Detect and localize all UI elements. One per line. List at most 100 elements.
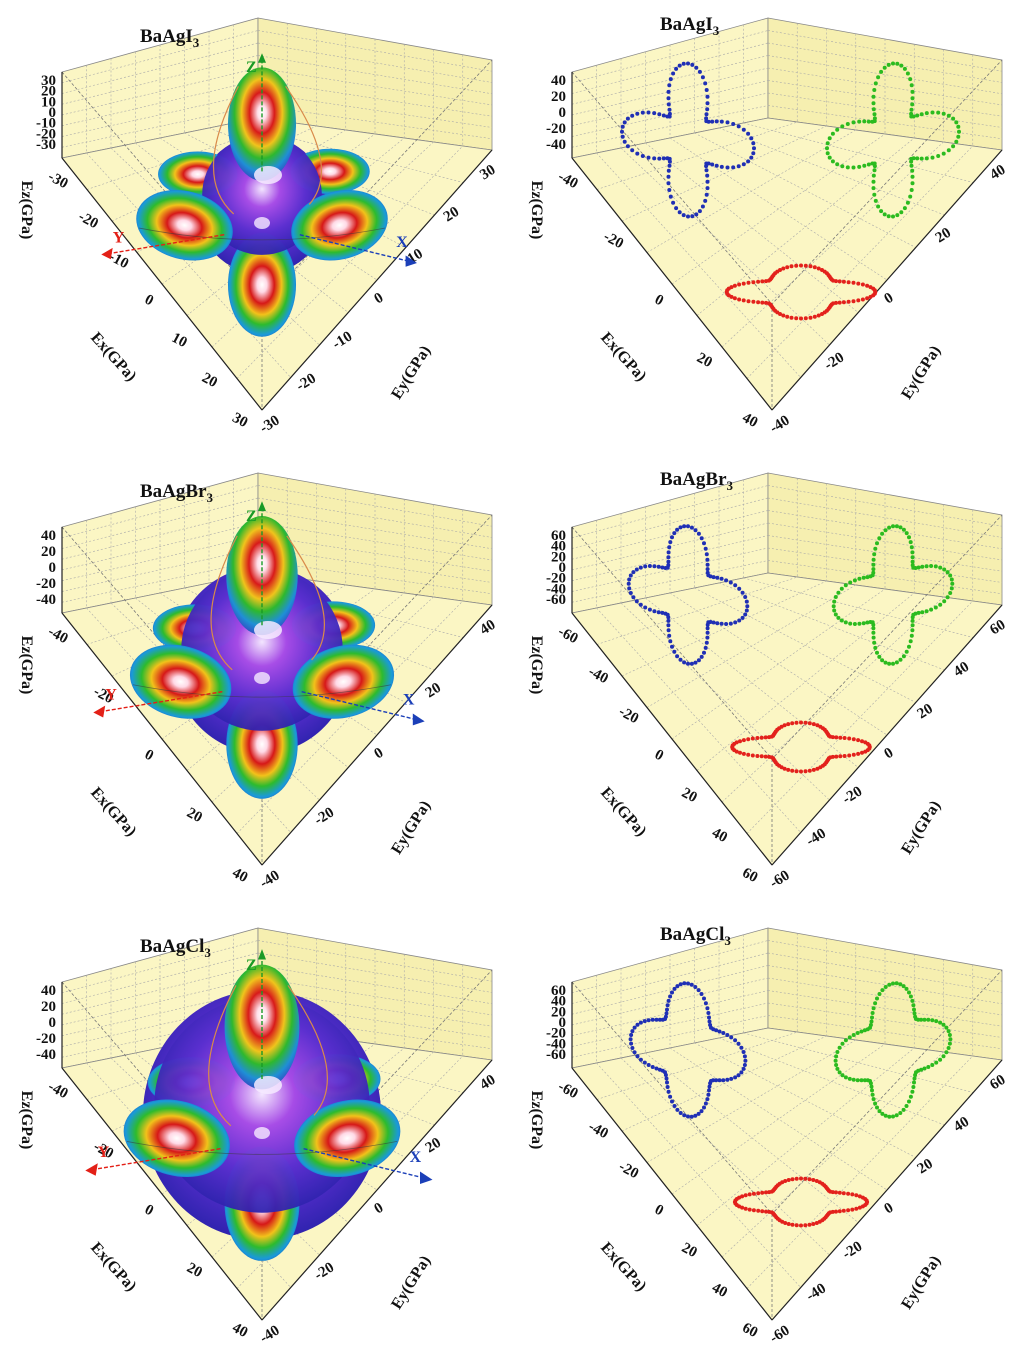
- z-tick-label: -60: [546, 592, 566, 608]
- xz-plane-point: [736, 1041, 741, 1046]
- grid-line: [743, 577, 974, 638]
- yz-plane-point: [902, 206, 907, 211]
- xy-plane-point: [834, 300, 838, 305]
- grid-line: [257, 80, 493, 117]
- xz-plane-point: [681, 61, 686, 66]
- xz-plane-point: [707, 1019, 712, 1024]
- xz-plane-point: [751, 141, 756, 146]
- yz-plane-point: [948, 573, 953, 578]
- xz-plane-point: [721, 1031, 726, 1035]
- yz-plane-point: [833, 612, 838, 617]
- yz-plane-point: [871, 179, 876, 184]
- yz-plane-point: [898, 982, 903, 987]
- grid: [571, 478, 1003, 834]
- yz-plane-point: [891, 214, 895, 219]
- z-arrow-label: Z: [246, 957, 257, 974]
- yz-plane-point: [904, 531, 909, 536]
- xz-plane-point: [638, 1057, 643, 1062]
- yz-plane-point: [910, 550, 915, 555]
- xy-plane-point: [811, 767, 816, 772]
- yz-plane-point: [883, 1113, 888, 1118]
- yz-plane-point: [882, 212, 887, 217]
- grid-line: [61, 560, 259, 603]
- grid-line: [257, 42, 493, 83]
- xz-plane-point: [705, 101, 710, 106]
- grid-line: [767, 522, 1003, 561]
- xz-plane-point: [675, 984, 680, 989]
- axis-arrows: [85, 949, 433, 1184]
- xy-plane-point: [750, 753, 755, 758]
- xy-plane-point: [830, 754, 835, 759]
- yz-plane-point: [910, 563, 915, 568]
- x-tick-label: -40: [45, 1079, 70, 1103]
- xz-plane-point: [714, 163, 719, 168]
- yz-plane-point: [909, 163, 914, 168]
- xy-plane-point: [789, 315, 794, 320]
- xz-plane-point: [677, 63, 682, 68]
- z-arrow-label: Z: [246, 508, 257, 525]
- z-tick-label: 20: [41, 544, 56, 560]
- xy-plane-point: [803, 263, 808, 268]
- yz-plane-point: [845, 122, 850, 126]
- yz-plane-point: [934, 1019, 939, 1024]
- yz-plane-point: [913, 1014, 918, 1019]
- yz-plane-point: [840, 1041, 845, 1046]
- xy-plane-point: [860, 282, 865, 287]
- xz-plane-point: [630, 1046, 635, 1050]
- xz-plane-point: [643, 605, 648, 610]
- x-tick-label: 40: [230, 865, 251, 886]
- y-tick-label: -10: [330, 329, 355, 353]
- xz-plane-point: [696, 531, 701, 536]
- xz-plane-point: [703, 1001, 708, 1006]
- grid-line: [767, 547, 1003, 583]
- yz-plane-point: [871, 630, 876, 635]
- surface-mesh-line: [208, 985, 237, 1127]
- xz-plane-point: [690, 214, 695, 219]
- yz-plane-point: [946, 148, 951, 153]
- yz-plane-point: [934, 1060, 939, 1065]
- yz-plane-point: [848, 621, 853, 626]
- xz-plane-point: [660, 610, 665, 615]
- grid-line: [571, 965, 769, 1015]
- grid-line: [61, 30, 259, 84]
- yz-plane-point: [904, 1104, 909, 1108]
- yz-plane-point: [908, 194, 913, 199]
- xy-plane-point: [842, 754, 847, 758]
- x-arrow-label: X: [396, 234, 408, 251]
- xz-plane-point: [660, 1017, 665, 1022]
- x-tick-label: 60: [740, 865, 761, 886]
- xz-plane-point: [634, 567, 639, 572]
- yz-plane-point: [861, 575, 866, 580]
- xy-plane-point: [782, 766, 787, 771]
- yz-plane-point: [891, 661, 895, 666]
- yz-plane-point: [848, 580, 853, 585]
- xy-plane-point: [812, 314, 817, 319]
- yz-plane-point: [930, 1063, 935, 1067]
- xz-plane-point: [630, 148, 635, 153]
- xz-plane-point: [740, 590, 745, 595]
- yz-plane-point: [873, 1001, 878, 1006]
- grid-line: [767, 510, 1003, 550]
- xy-plane-point: [743, 1206, 748, 1211]
- z-axis-label: Ez(GPa): [528, 181, 545, 240]
- z-arrow-head: [258, 53, 266, 63]
- y-tick-label: 20: [915, 701, 936, 723]
- surface-highlight: [254, 1076, 282, 1094]
- x-tick-label: -20: [76, 209, 101, 233]
- yz-plane-point: [947, 1033, 952, 1037]
- surface-highlight: [254, 217, 270, 229]
- yz-plane-point: [915, 113, 920, 118]
- yz-plane-point: [929, 564, 934, 568]
- xz-plane-point: [711, 620, 716, 625]
- xy-plane-point: [794, 769, 799, 774]
- axes: [61, 72, 493, 411]
- grid-line: [61, 105, 259, 148]
- xy-plane-point: [856, 751, 861, 756]
- yz-plane-point: [924, 564, 929, 569]
- grid-line: [671, 588, 886, 740]
- xz-plane-point: [682, 1113, 687, 1118]
- xz-plane-point: [620, 134, 625, 139]
- yz-plane-point: [871, 626, 876, 631]
- xz-plane-point: [693, 660, 698, 665]
